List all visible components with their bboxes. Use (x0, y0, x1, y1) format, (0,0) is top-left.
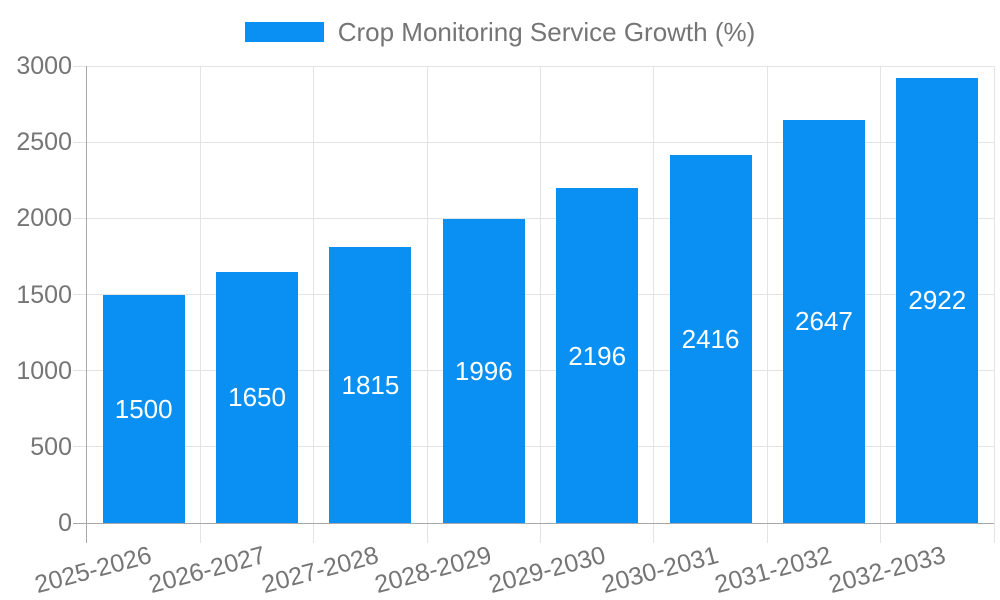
x-axis-tick-label: 2027-2028 (258, 541, 382, 600)
v-gridline (426, 66, 428, 543)
y-axis-tick-label: 2000 (16, 204, 72, 233)
bar-2026-2027[interactable] (216, 271, 299, 523)
v-gridline (880, 66, 882, 543)
x-axis-tick-label: 2030-2031 (598, 541, 722, 600)
bar-value-label: 1650 (228, 382, 286, 413)
y-axis-line (86, 66, 87, 543)
v-gridline (540, 66, 541, 543)
h-gridline (73, 141, 994, 143)
x-axis-line (73, 523, 994, 524)
bar-value-label: 1815 (341, 369, 400, 400)
v-gridline (766, 66, 768, 543)
y-axis-tick-label: 1000 (16, 356, 72, 385)
bar-value-label: 1500 (114, 393, 173, 424)
bar-2032-2033[interactable] (896, 77, 979, 523)
v-gridline (993, 66, 995, 543)
h-gridline (73, 370, 994, 372)
legend-swatch-icon (244, 22, 324, 42)
h-gridline (73, 217, 994, 219)
y-axis-tick-label: 2500 (16, 128, 72, 157)
h-gridline (73, 294, 994, 295)
bar-2029-2030[interactable] (556, 188, 639, 523)
bar-2028-2029[interactable] (442, 218, 525, 523)
v-gridline (653, 66, 655, 543)
bar-2031-2032[interactable] (782, 119, 865, 523)
x-axis-tick-label: 2028-2029 (372, 541, 495, 600)
h-gridline (73, 446, 994, 448)
bar-2027-2028[interactable] (329, 246, 412, 523)
y-axis-tick-label: 500 (30, 432, 72, 461)
x-axis-tick-label: 2029-2030 (485, 541, 609, 600)
x-axis-tick-label: 2031-2032 (712, 541, 835, 600)
x-axis-tick-label: 2032-2033 (825, 541, 949, 600)
bar-value-label: 2196 (568, 340, 627, 371)
x-axis-tick-label: 2026-2027 (145, 541, 269, 600)
bar-2030-2031[interactable] (669, 154, 752, 523)
bar-value-label: 1996 (454, 355, 513, 386)
legend-label: Crop Monitoring Service Growth (%) (337, 17, 756, 47)
v-gridline (199, 66, 201, 543)
y-axis-tick-label: 1500 (16, 280, 72, 309)
y-axis-tick-label: 3000 (16, 52, 72, 80)
legend[interactable]: Crop Monitoring Service Growth (%) (0, 17, 1000, 47)
h-gridline (73, 65, 994, 67)
v-gridline (313, 66, 315, 543)
y-axis-tick-label: 0 (58, 509, 72, 537)
bar-value-label: 2647 (795, 306, 853, 337)
bar-value-label: 2416 (681, 323, 740, 354)
bar-value-label: 2922 (908, 285, 967, 316)
bar-2025-2026[interactable] (102, 294, 185, 523)
x-axis-tick-label: 2025-2026 (31, 541, 155, 600)
